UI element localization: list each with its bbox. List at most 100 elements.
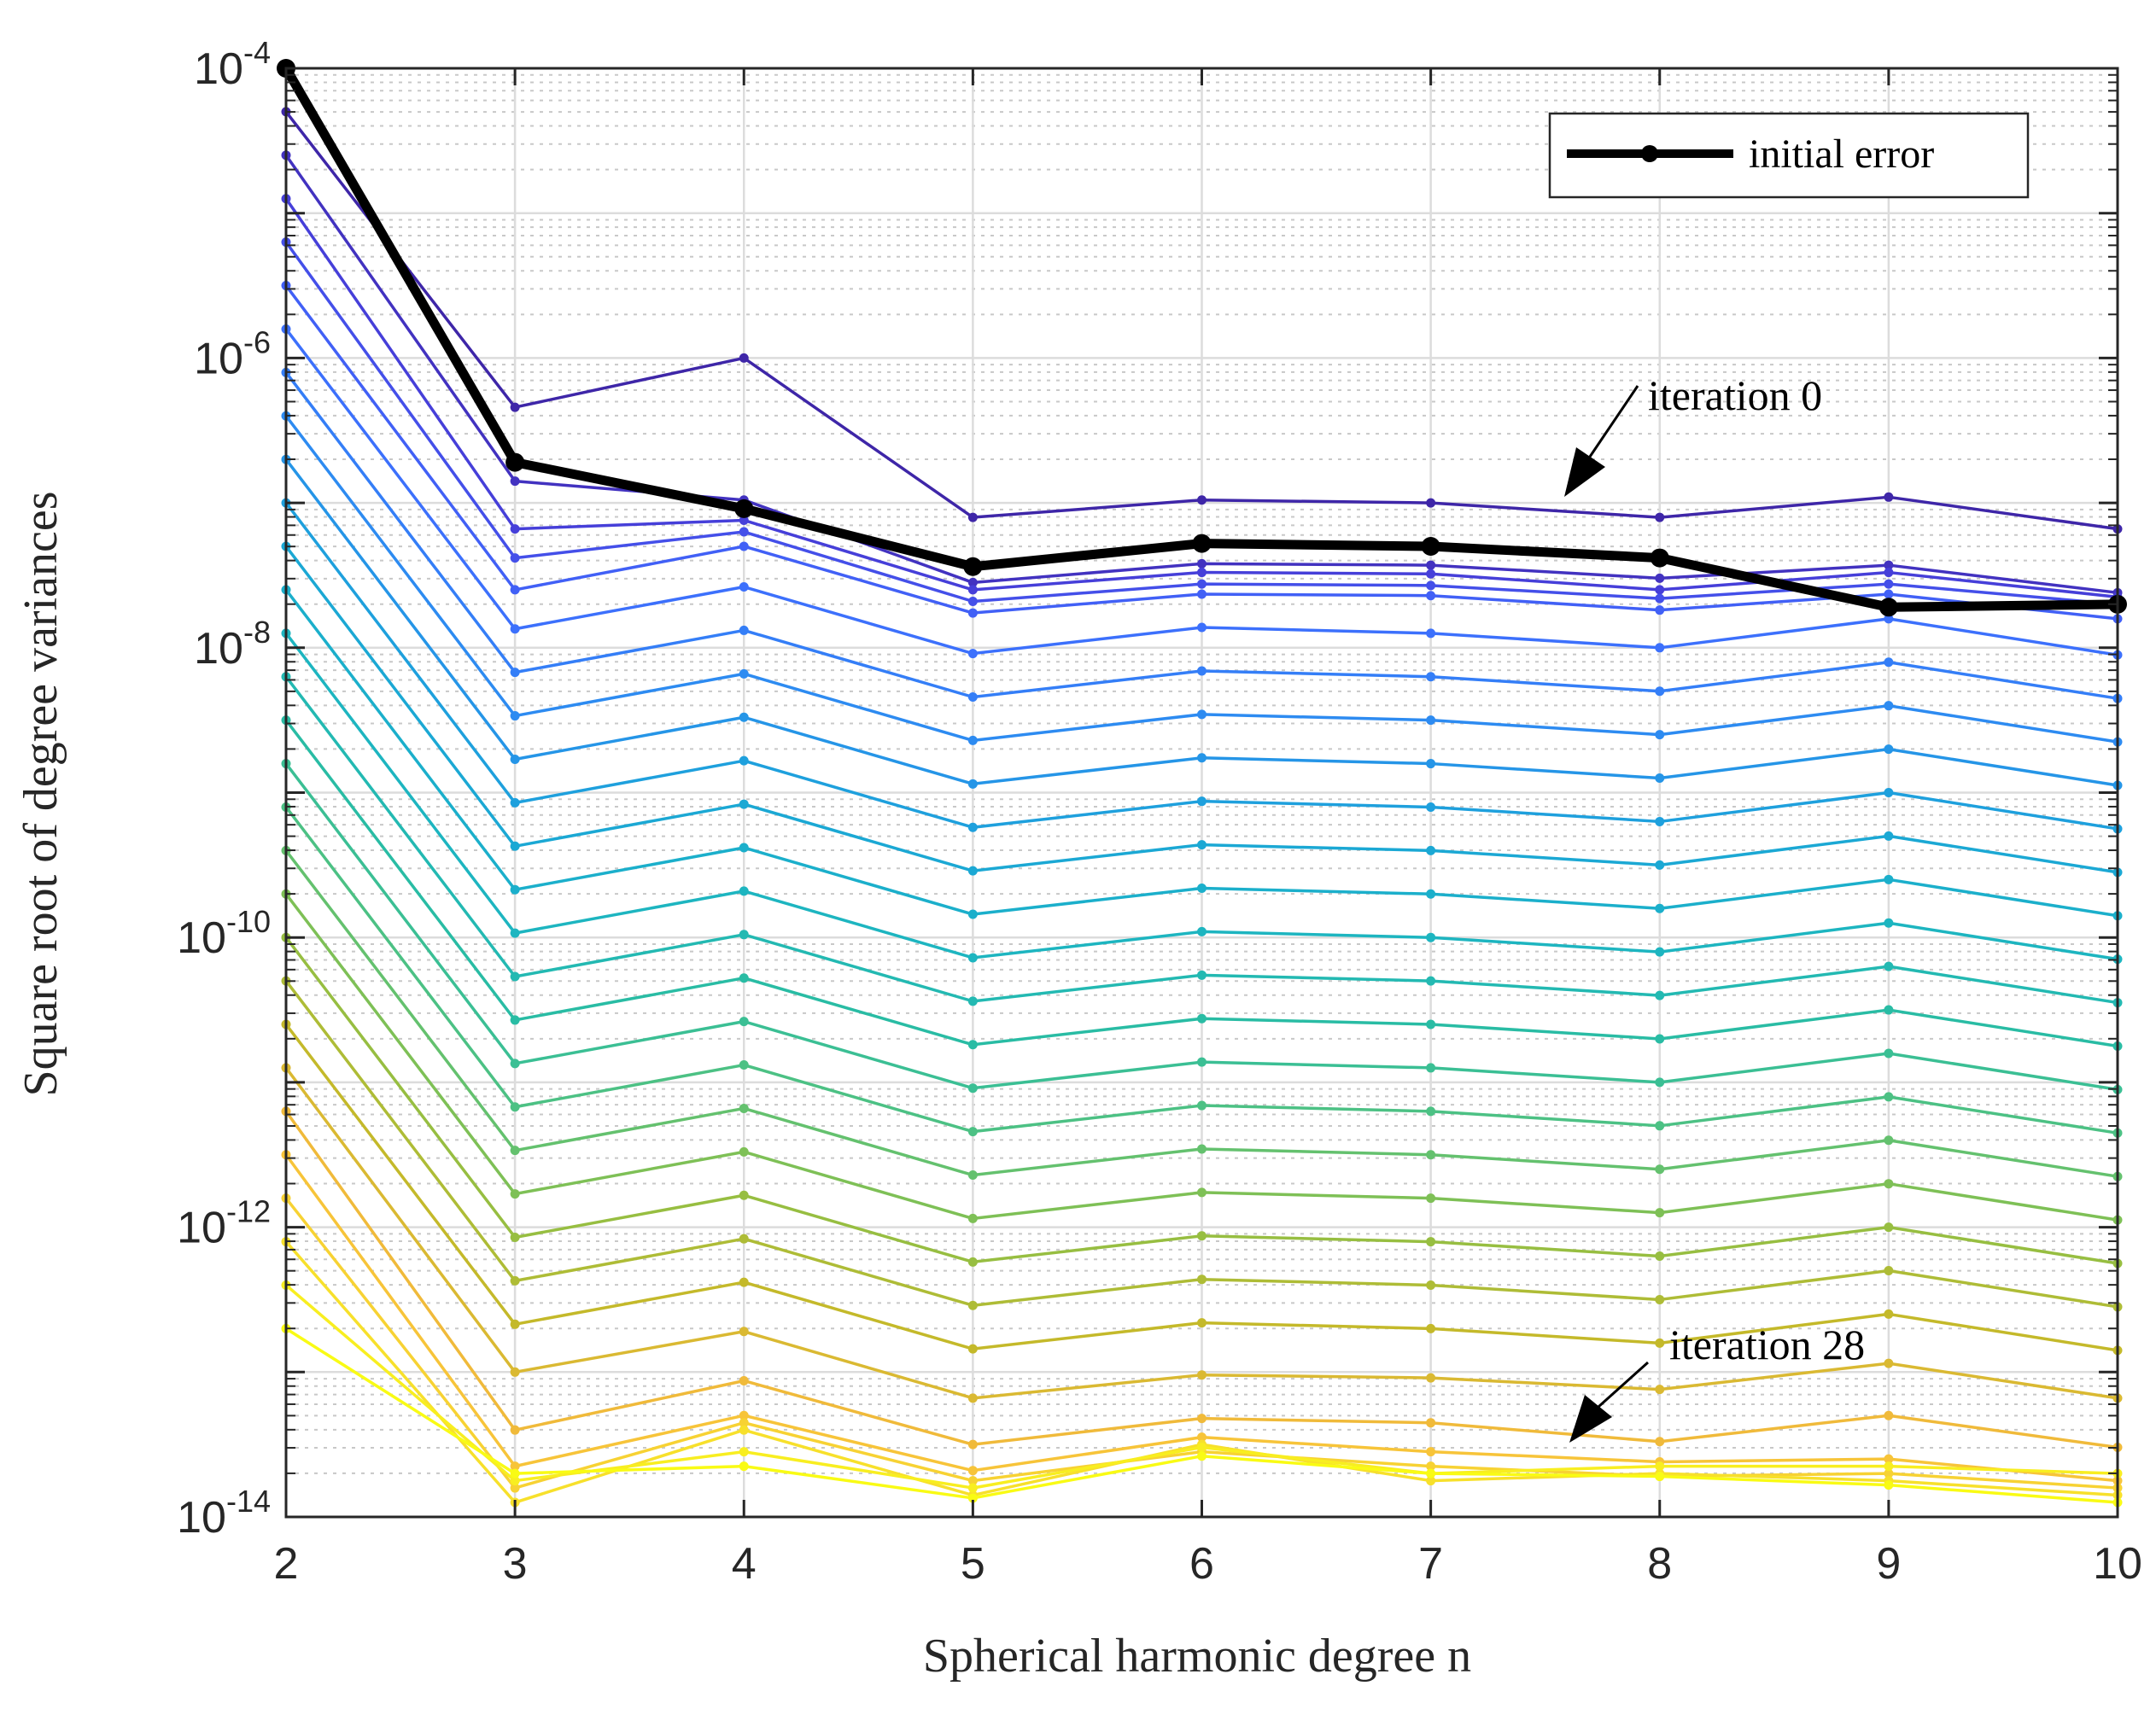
series-iteration-2-point <box>967 585 978 595</box>
series-iteration-14 <box>281 715 2123 1051</box>
series-iteration-23-point <box>1884 1410 1894 1420</box>
series-iteration-10-point <box>1197 840 1207 850</box>
series-iteration-10-point <box>510 841 520 851</box>
series-iteration-1-point <box>1426 560 1436 570</box>
series-iteration-19 <box>281 932 2123 1269</box>
series-iteration-15-point <box>1884 1048 1894 1059</box>
series-iteration-6-point <box>1426 672 1436 682</box>
series-iteration-21 <box>281 1019 2123 1356</box>
legend-marker-swatch <box>1641 145 1658 162</box>
annotation-iteration-0-arrow-head <box>1564 447 1605 497</box>
series-iteration-5-point <box>1426 628 1436 639</box>
series-iteration-26-point <box>739 1425 749 1435</box>
annotation-iteration-28-arrow-shaft <box>1597 1361 1650 1409</box>
series-iteration-28-point <box>1426 1468 1436 1479</box>
y-tick-label-exponent: -10 <box>226 904 271 939</box>
series-iteration-0-point <box>510 402 520 412</box>
legend: initial error <box>1548 112 2030 199</box>
series-iteration-14-point <box>510 1015 520 1025</box>
series-iteration-15-point <box>967 1083 978 1094</box>
y-tick-label-base: 10 <box>177 913 226 963</box>
annotation-iteration-28-arrow-head <box>1569 1395 1612 1443</box>
series-iteration-11 <box>281 585 2123 921</box>
series-iteration-11-point <box>1426 889 1436 899</box>
series-iteration-14-point <box>739 973 749 983</box>
series-iteration-19-point <box>739 1190 749 1200</box>
series-iteration-8-point <box>1884 744 1894 755</box>
series-iteration-10-point <box>739 799 749 809</box>
y-tick-label: 10-6 <box>194 324 271 383</box>
series-iteration-4-point <box>510 585 520 595</box>
series-iteration-20-point <box>510 1275 520 1286</box>
series-iteration-28 <box>281 1323 2123 1508</box>
series-iteration-16-point <box>510 1102 520 1112</box>
series-iteration-20-point <box>1655 1294 1665 1304</box>
series-iteration-1-point <box>967 577 978 587</box>
series-iteration-27-point <box>1884 1461 1894 1472</box>
series-iteration-16-point <box>1884 1092 1894 1102</box>
series-iteration-4-point <box>739 541 749 551</box>
legend-entry-initial-error: initial error <box>1749 131 1934 177</box>
series-iteration-4-point <box>967 608 978 618</box>
series-iteration-15-point <box>1197 1057 1207 1067</box>
series-iteration-19-point <box>1655 1251 1665 1262</box>
series-iteration-5-point <box>1197 622 1207 633</box>
series-iteration-4-point <box>1197 589 1207 599</box>
annotation-iteration-28-label: iteration 28 <box>1669 1321 1865 1368</box>
series-iteration-22-point <box>967 1393 978 1403</box>
series-iteration-25-point <box>510 1483 520 1493</box>
series-iteration-14-point <box>967 1040 978 1050</box>
series-iteration-19-point <box>1426 1237 1436 1247</box>
series-iteration-19-point <box>510 1232 520 1242</box>
series-initial-error <box>277 59 2127 617</box>
series-iteration-22-point <box>1197 1370 1207 1380</box>
series-iteration-4-point <box>1426 591 1436 601</box>
series-iteration-9-point <box>967 822 978 832</box>
series-initial-error-point <box>505 452 525 472</box>
series-iteration-5-point <box>1884 614 1894 624</box>
series-iteration-12-point <box>1655 947 1665 957</box>
series-iteration-3-point <box>739 527 749 537</box>
y-tick-label-base: 10 <box>194 334 243 383</box>
series-initial-error-point <box>1878 598 1898 617</box>
series-iteration-8-point <box>739 712 749 722</box>
x-tick-label: 4 <box>732 1539 757 1589</box>
series-iteration-27-point <box>1197 1443 1207 1453</box>
series-iteration-1-point <box>510 476 520 487</box>
x-tick-label: 9 <box>1876 1539 1901 1589</box>
series-iteration-16 <box>281 802 2123 1138</box>
series-iteration-28-point <box>739 1461 749 1472</box>
series-iteration-22-point <box>1426 1373 1436 1383</box>
series-iteration-15-point <box>739 1017 749 1027</box>
x-tick-label: 7 <box>1418 1539 1443 1589</box>
x-tick-label: 10 <box>2093 1539 2142 1589</box>
series-iteration-27-point <box>1655 1461 1665 1472</box>
annotation-iteration-0-label: iteration 0 <box>1648 371 1822 419</box>
series-iteration-23-point <box>1197 1414 1207 1424</box>
series-iteration-20-point <box>1426 1280 1436 1290</box>
series-iteration-14-point <box>1426 1019 1436 1029</box>
series-iteration-16-point <box>1655 1121 1665 1131</box>
series-iteration-10-point <box>1426 845 1436 855</box>
series-iteration-3-point <box>1655 593 1665 604</box>
series-initial-error-point <box>734 499 754 518</box>
series-iteration-19-point <box>1884 1222 1894 1233</box>
series-iteration-11-point <box>1655 903 1665 913</box>
series-iteration-8-point <box>1655 773 1665 784</box>
series-iteration-4 <box>281 281 2123 624</box>
series-iteration-22-point <box>739 1327 749 1337</box>
series-iteration-21-point <box>1426 1323 1436 1333</box>
series-iteration-2-point <box>1655 585 1665 595</box>
series-iteration-2-point <box>510 524 520 534</box>
series-iteration-24-point <box>1884 1454 1894 1464</box>
series-iteration-10 <box>281 541 2123 878</box>
annotation-iteration-28: iteration 28 <box>1569 1321 1865 1443</box>
series-iteration-23 <box>281 1106 2123 1453</box>
series-iteration-6-point <box>510 668 520 678</box>
series-iteration-3-point <box>967 596 978 606</box>
series-iteration-13-point <box>1655 990 1665 1000</box>
